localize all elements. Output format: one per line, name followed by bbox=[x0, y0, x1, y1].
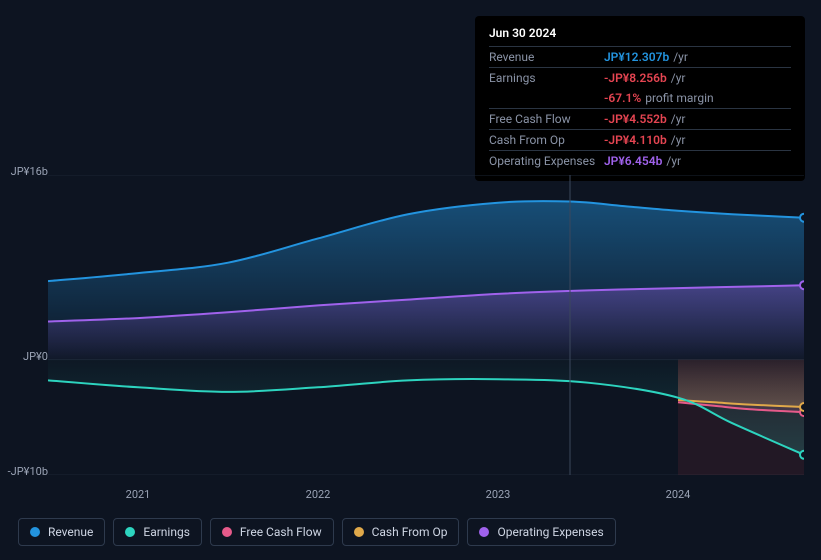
legend-label: Revenue bbox=[48, 525, 93, 539]
tooltip-row: Earnings-JP¥8.256b/yr bbox=[489, 67, 791, 88]
legend-swatch bbox=[479, 527, 489, 537]
series-end-marker bbox=[800, 451, 804, 459]
legend-label: Cash From Op bbox=[372, 525, 448, 539]
tooltip-row: -67.1% profit margin bbox=[489, 88, 791, 108]
legend-swatch bbox=[125, 527, 135, 537]
y-axis-label: JP¥0 bbox=[0, 350, 48, 363]
series-end-marker bbox=[800, 214, 804, 222]
tooltip-row-suffix: /yr bbox=[673, 50, 688, 64]
legend-item-operating-expenses[interactable]: Operating Expenses bbox=[467, 518, 615, 546]
tooltip-row-label: Earnings bbox=[489, 71, 604, 85]
tooltip-row-value: -JP¥4.552b bbox=[604, 112, 667, 126]
tooltip-row-suffix: /yr bbox=[671, 112, 686, 126]
tooltip-row: RevenueJP¥12.307b/yr bbox=[489, 46, 791, 67]
x-axis-label: 2021 bbox=[126, 488, 151, 501]
tooltip-row-suffix: /yr bbox=[671, 133, 686, 147]
financials-chart[interactable]: JP¥16bJP¥0-JP¥10b 2021202220232024 bbox=[18, 160, 804, 500]
tooltip-row-value: -JP¥8.256b bbox=[604, 71, 667, 85]
legend-item-earnings[interactable]: Earnings bbox=[113, 518, 202, 546]
y-axis-label: JP¥16b bbox=[0, 165, 48, 178]
chart-tooltip: Jun 30 2024 RevenueJP¥12.307b/yrEarnings… bbox=[475, 16, 805, 181]
y-axis-label: -JP¥10b bbox=[0, 465, 48, 478]
tooltip-row-value: -JP¥4.110b bbox=[604, 133, 667, 147]
legend-item-revenue[interactable]: Revenue bbox=[18, 518, 105, 546]
tooltip-row-label: Free Cash Flow bbox=[489, 112, 604, 126]
series-end-marker bbox=[800, 403, 804, 411]
tooltip-row-label: Revenue bbox=[489, 50, 604, 64]
tooltip-row-label: Cash From Op bbox=[489, 133, 604, 147]
legend-label: Earnings bbox=[143, 525, 190, 539]
x-axis-label: 2024 bbox=[666, 488, 691, 501]
chart-legend: Revenue Earnings Free Cash Flow Cash From O… bbox=[18, 518, 616, 546]
legend-label: Free Cash Flow bbox=[240, 525, 322, 539]
tooltip-row-value: -67.1% bbox=[604, 91, 641, 105]
x-axis-label: 2022 bbox=[306, 488, 331, 501]
legend-swatch bbox=[354, 527, 364, 537]
legend-item-cash-from-op[interactable]: Cash From Op bbox=[342, 518, 460, 546]
tooltip-row-suffix: /yr bbox=[671, 71, 686, 85]
series-end-marker bbox=[800, 281, 804, 289]
tooltip-row-value: JP¥12.307b bbox=[604, 50, 669, 64]
legend-swatch bbox=[222, 527, 232, 537]
legend-swatch bbox=[30, 527, 40, 537]
tooltip-row-suffix: profit margin bbox=[645, 91, 713, 105]
legend-item-free-cash-flow[interactable]: Free Cash Flow bbox=[210, 518, 334, 546]
tooltip-date: Jun 30 2024 bbox=[489, 26, 791, 46]
legend-label: Operating Expenses bbox=[497, 525, 603, 539]
tooltip-row: Cash From Op-JP¥4.110b/yr bbox=[489, 129, 791, 150]
tooltip-row: Free Cash Flow-JP¥4.552b/yr bbox=[489, 108, 791, 129]
x-axis-label: 2023 bbox=[486, 488, 511, 501]
